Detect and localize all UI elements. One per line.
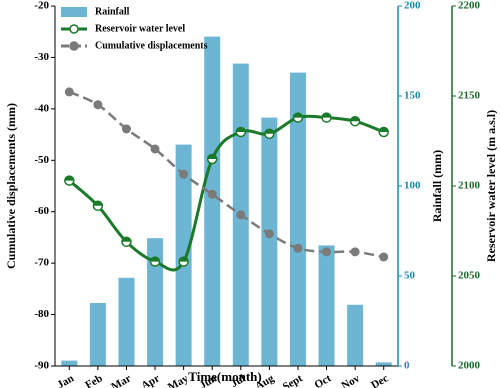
y-tick-label: -80 (34, 308, 49, 320)
marker-half (121, 237, 131, 242)
bar (347, 304, 364, 366)
legend-marker (69, 41, 79, 51)
y3-tick-label: 2200 (458, 0, 481, 12)
bar (175, 144, 192, 366)
bar (89, 303, 106, 366)
y-tick-label: -40 (34, 102, 49, 114)
y2-tick-label: 100 (404, 180, 421, 192)
marker (121, 124, 131, 134)
bar (289, 72, 306, 366)
bar (147, 238, 164, 366)
marker-half (179, 257, 189, 262)
marker (293, 243, 303, 253)
marker (322, 247, 332, 257)
y-tick-label: -70 (34, 257, 49, 269)
marker-half (350, 116, 360, 122)
y2-tick-label: 200 (404, 0, 421, 12)
x-tick-label: Feb (83, 372, 104, 388)
marker (150, 144, 160, 154)
x-tick-label: Jul (229, 372, 248, 388)
bar (375, 362, 392, 366)
x-tick-label: Nov (339, 372, 362, 388)
bar (204, 36, 221, 366)
marker-half (264, 129, 274, 134)
y2-tick-label: 50 (404, 270, 416, 282)
y3-axis-title: Reservoir water level (m a.s.l) (484, 110, 498, 262)
x-tick-label: Mar (109, 372, 133, 388)
marker-half (150, 257, 160, 262)
y-tick-label: -90 (34, 360, 49, 372)
x-tick-label: Sept (281, 372, 305, 388)
y3-tick-label: 2100 (458, 180, 481, 192)
x-tick-label: Apr (139, 372, 162, 388)
marker (264, 229, 274, 239)
legend-label: Rainfall (95, 6, 130, 17)
marker-half (236, 127, 246, 132)
marker-half (293, 113, 303, 118)
legend: Rainfall Reservoir water level Cumulative … (61, 6, 208, 51)
marker-half (207, 154, 217, 159)
y3-tick-label: 2150 (458, 90, 481, 102)
marker (350, 247, 360, 257)
marker (207, 189, 217, 199)
marker-half (379, 127, 389, 132)
y2-tick-label: 150 (404, 90, 421, 102)
y2-axis-title: Rainfall (mm) (430, 150, 444, 222)
bar (61, 360, 78, 366)
y-tick-label: -30 (34, 51, 49, 63)
marker-half (322, 113, 332, 118)
bar (118, 277, 135, 366)
y-tick-label: -20 (34, 0, 49, 12)
x-tick-label: Oct (312, 372, 333, 388)
marker-half (93, 201, 103, 206)
marker (64, 87, 74, 97)
y3-tick-label: 2050 (458, 270, 481, 282)
bar (261, 117, 278, 366)
x-axis-title: Time(month) (188, 369, 261, 384)
marker-half (64, 176, 74, 181)
marker (93, 100, 103, 110)
marker (379, 252, 389, 262)
line (68, 114, 385, 272)
x-tick-label: Dec (369, 372, 390, 388)
legend-label: Cumulative displacements (95, 40, 208, 51)
x-tick-label: May (166, 372, 191, 388)
y2-tick-label: 0 (404, 360, 410, 372)
y-axis-title: Cumulative displacements (mm) (4, 103, 18, 269)
y3-tick-label: 2000 (458, 360, 481, 372)
marker (236, 210, 246, 220)
y-tick-label: -50 (34, 154, 49, 166)
marker (179, 169, 189, 179)
legend-swatch (61, 7, 87, 17)
y-tick-label: -60 (34, 205, 49, 217)
x-tick-label: Jan (55, 372, 76, 388)
legend-label: Reservoir water level (95, 23, 185, 34)
legend-marker (69, 24, 79, 34)
bar (318, 245, 335, 366)
